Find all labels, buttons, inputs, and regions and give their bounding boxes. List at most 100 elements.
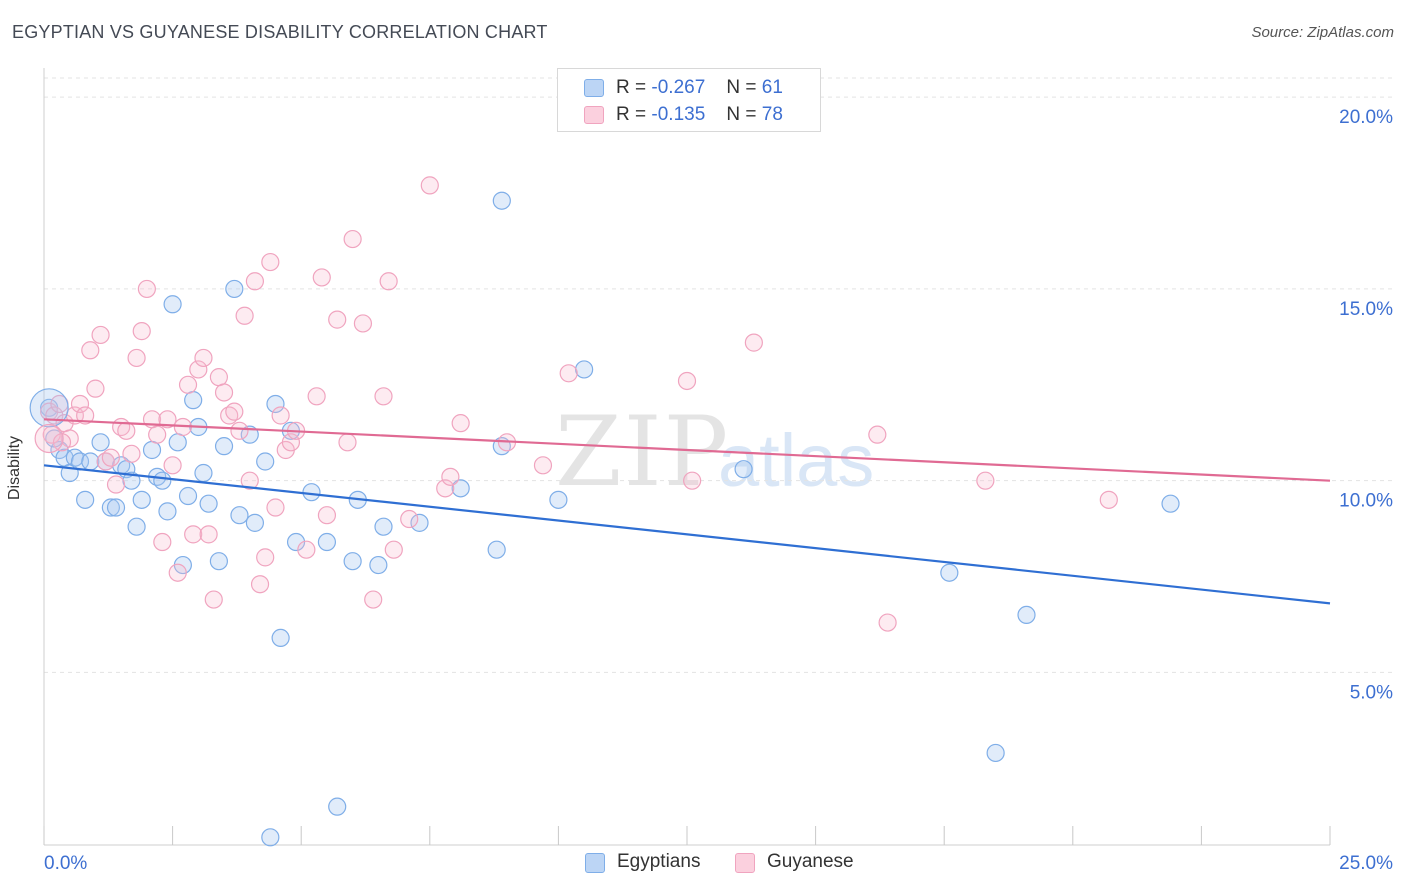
point-egyptians <box>1017 605 1036 625</box>
legend-r-value: -0.135 <box>651 104 706 125</box>
point-egyptians <box>286 532 306 552</box>
legend-r-label: R = <box>616 77 647 98</box>
point-egyptians <box>940 563 959 582</box>
point-egyptians <box>163 295 182 314</box>
point-guyanese <box>163 456 182 475</box>
point-guyanese <box>240 471 259 490</box>
point-egyptians <box>245 513 265 532</box>
x-tick-label: 0.0% <box>44 853 87 874</box>
point-guyanese <box>158 410 177 429</box>
point-guyanese <box>184 525 203 544</box>
point-guyanese <box>683 471 702 490</box>
point-egyptians <box>194 463 213 483</box>
point-guyanese <box>1099 490 1118 509</box>
y-tick-label: 10.0% <box>1339 491 1393 512</box>
point-egyptians <box>158 502 177 521</box>
point-egyptians <box>76 490 95 509</box>
point-guyanese <box>338 433 357 452</box>
trend-line-guyanese <box>43 418 1331 482</box>
point-guyanese <box>214 383 234 402</box>
source-credit: Source: ZipAtlas.com <box>1251 24 1394 41</box>
point-guyanese <box>261 252 280 272</box>
point-guyanese <box>451 414 470 433</box>
legend-n-label: N = <box>726 77 757 98</box>
point-guyanese <box>122 444 141 463</box>
stats-legend: R = -0.267 N = 61 R = -0.135 N = 78 <box>557 68 821 132</box>
point-egyptians <box>209 552 228 571</box>
data-points <box>29 176 1180 847</box>
point-guyanese <box>101 448 120 467</box>
point-egyptians <box>343 552 362 571</box>
point-egyptians <box>256 452 275 471</box>
point-guyanese <box>379 272 398 291</box>
blue-swatch-icon <box>585 853 605 873</box>
point-guyanese <box>328 310 347 329</box>
point-egyptians <box>734 460 753 479</box>
point-guyanese <box>178 375 198 394</box>
point-guyanese <box>209 368 228 387</box>
point-guyanese <box>106 475 126 494</box>
point-egyptians <box>214 437 234 456</box>
point-guyanese <box>559 364 578 383</box>
point-guyanese <box>436 479 455 498</box>
point-guyanese <box>384 540 403 559</box>
point-guyanese <box>225 402 244 421</box>
point-egyptians <box>328 797 347 816</box>
point-guyanese <box>153 532 172 552</box>
legend-n-label: N = <box>726 104 757 125</box>
point-egyptians <box>492 191 511 210</box>
point-egyptians <box>184 391 203 410</box>
point-guyanese <box>70 394 90 414</box>
point-egyptians <box>549 490 568 509</box>
tick-labels: 5.0% 10.0% 15.0% 20.0% 0.0% 25.0% <box>44 107 1393 874</box>
point-guyanese <box>204 590 223 609</box>
point-egyptians <box>225 279 244 299</box>
point-guyanese <box>148 425 167 444</box>
point-guyanese <box>235 306 254 325</box>
point-guyanese <box>307 387 326 406</box>
axes <box>43 68 1331 846</box>
point-guyanese <box>199 525 218 544</box>
point-guyanese <box>364 590 383 609</box>
point-guyanese <box>271 406 290 425</box>
point-guyanese <box>76 406 95 425</box>
trend-line-egyptians <box>43 464 1331 605</box>
point-guyanese <box>256 548 275 567</box>
point-guyanese <box>281 433 301 452</box>
point-egyptians <box>230 506 249 525</box>
point-guyanese <box>245 272 265 291</box>
point-egyptians <box>374 517 393 536</box>
point-guyanese <box>86 379 105 398</box>
point-guyanese <box>137 279 156 299</box>
point-egyptians <box>410 513 429 532</box>
point-egyptians <box>132 490 151 509</box>
point-egyptians <box>271 628 290 648</box>
point-guyanese <box>230 421 249 440</box>
watermark-zip: ZIP <box>555 396 731 508</box>
point-egyptians <box>451 479 470 498</box>
trend-lines <box>43 418 1331 605</box>
point-egyptians <box>153 471 172 490</box>
point-guyanese <box>677 371 697 391</box>
point-egyptians <box>127 517 146 536</box>
point-guyanese <box>868 425 887 444</box>
legend-r-value: -0.267 <box>651 77 706 98</box>
point-egyptians <box>317 532 337 552</box>
legend-r-label: R = <box>616 104 647 125</box>
point-guyanese <box>194 348 213 368</box>
point-egyptians <box>266 394 285 414</box>
point-egyptians <box>261 828 280 847</box>
legend-label-egyptians: Egyptians <box>617 851 701 872</box>
point-guyanese <box>317 506 337 525</box>
pink-swatch-icon <box>584 106 604 124</box>
point-guyanese <box>168 563 187 582</box>
point-guyanese <box>343 229 362 249</box>
blue-swatch-icon <box>584 79 604 97</box>
legend-n-value: 61 <box>761 77 783 98</box>
point-guyanese <box>744 333 763 352</box>
y-tick-label: 20.0% <box>1339 107 1393 128</box>
point-egyptians <box>29 388 69 428</box>
x-tick-label: 25.0% <box>1339 853 1393 874</box>
point-egyptians <box>91 433 110 452</box>
